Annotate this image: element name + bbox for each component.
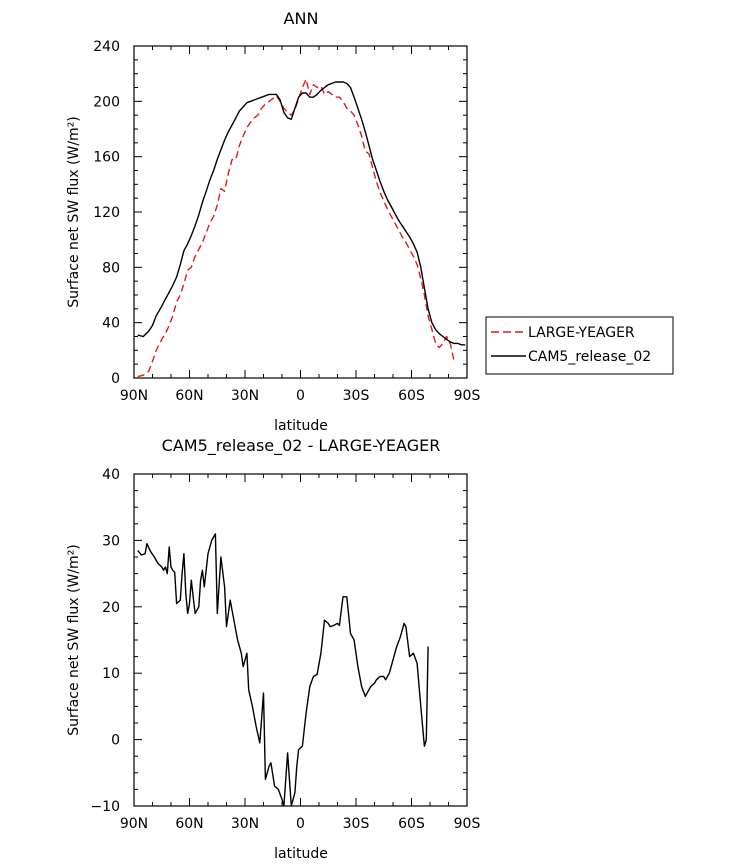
bottom-title: CAM5_release_02 - LARGE-YEAGER <box>162 436 441 456</box>
bottom-x-tick-label: 90S <box>454 816 481 832</box>
series-line-difference <box>137 533 429 807</box>
top-x-tick-label: 60S <box>398 388 425 404</box>
top-y-tick-label: 120 <box>93 205 120 221</box>
bottom-x-axis-label: latitude <box>274 846 328 862</box>
legend-box <box>485 316 674 375</box>
top-y-tick-label: 200 <box>93 94 120 110</box>
top-series <box>137 78 466 378</box>
top-y-tick-label: 0 <box>111 371 120 387</box>
top-x-axis-label: latitude <box>274 418 328 434</box>
top-ticks: 90N 60N 30N 0 30S 60S 90S 0 40 80 120 160 200 240 <box>93 39 480 404</box>
bottom-x-tick-label: 60S <box>398 816 425 832</box>
bottom-x-tick-label: 0 <box>296 816 305 832</box>
legend-label-cam5: CAM5_release_02 <box>528 349 651 365</box>
bottom-ticks: 90N 60N 30N 0 30S 60S 90S −10 0 10 20 30 40 <box>90 467 480 832</box>
bottom-y-tick-label: 10 <box>102 666 120 682</box>
top-title: ANN <box>284 9 319 28</box>
top-panel: ANN 90N 60N 30N 0 30S 60S 90S 0 40 80 120 160 200 240… <box>66 9 480 434</box>
top-y-tick-label: 160 <box>93 150 120 166</box>
bottom-series <box>137 533 429 807</box>
top-y-axis-label: Surface net SW flux (W/m²) <box>66 116 82 308</box>
bottom-y-tick-label: 40 <box>102 467 120 483</box>
top-x-tick-label: 60N <box>175 388 203 404</box>
top-x-tick-label: 0 <box>296 388 305 404</box>
top-x-tick-label: 90N <box>120 388 148 404</box>
series-line-large-yeager <box>137 78 455 378</box>
bottom-y-axis-label: Surface net SW flux (W/m²) <box>66 544 82 736</box>
top-y-tick-label: 40 <box>102 316 120 332</box>
legend: LARGE-YEAGER CAM5_release_02 <box>485 316 674 375</box>
top-plot-frame <box>133 45 468 379</box>
top-x-tick-label: 30S <box>343 388 370 404</box>
bottom-panel: CAM5_release_02 - LARGE-YEAGER 90N 60N 30N… <box>66 436 480 862</box>
bottom-plot-frame <box>133 473 468 807</box>
bottom-y-tick-label: 30 <box>102 533 120 549</box>
bottom-x-tick-label: 30S <box>343 816 370 832</box>
bottom-x-tick-label: 30N <box>231 816 259 832</box>
bottom-y-tick-label: −10 <box>90 799 120 815</box>
top-x-tick-label: 90S <box>454 388 481 404</box>
bottom-y-tick-label: 20 <box>102 600 120 616</box>
top-x-tick-label: 30N <box>231 388 259 404</box>
bottom-x-tick-label: 90N <box>120 816 148 832</box>
bottom-x-tick-label: 60N <box>175 816 203 832</box>
series-line-cam5-release-02 <box>137 81 466 346</box>
bottom-y-tick-label: 0 <box>111 733 120 749</box>
top-y-tick-label: 80 <box>102 260 120 276</box>
top-y-tick-label: 240 <box>93 39 120 55</box>
legend-label-large-yeager: LARGE-YEAGER <box>528 325 635 341</box>
